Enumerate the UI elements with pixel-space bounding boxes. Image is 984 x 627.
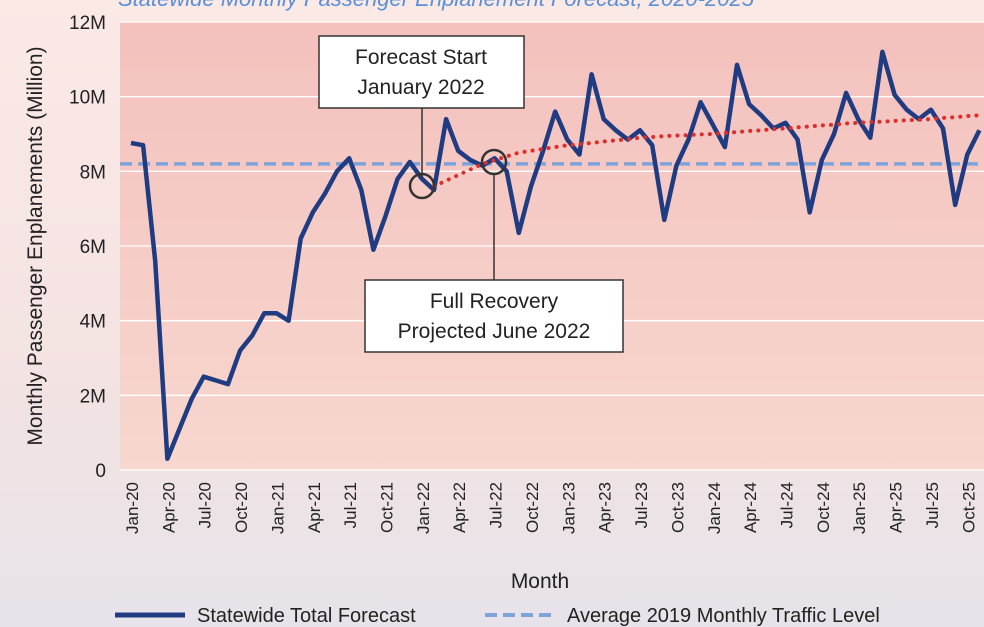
x-tick-label: Jul-22: [487, 482, 506, 528]
x-tick-label: Oct-23: [668, 482, 687, 533]
y-tick-label: 8M: [80, 162, 106, 183]
y-tick-label: 10M: [69, 88, 106, 109]
y-tick-label: 4M: [80, 312, 106, 333]
x-tick-label: Jan-20: [123, 482, 142, 534]
x-tick-label: Apr-23: [596, 482, 615, 533]
x-tick-label: Apr-25: [887, 482, 906, 533]
page: {"chart_data":{"type":"line", "title":"S…: [0, 0, 984, 627]
x-tick-label: Jul-20: [196, 482, 215, 528]
x-tick-label: Oct-22: [523, 482, 542, 533]
x-tick-label: Oct-20: [232, 482, 251, 533]
x-tick-label: Oct-21: [378, 482, 397, 533]
annotation-text: Full Recovery: [430, 290, 559, 313]
x-tick-label: Apr-21: [305, 482, 324, 533]
y-axis-title: Monthly Passenger Enplanements (Million): [24, 46, 47, 445]
y-tick-label: 0: [95, 461, 106, 482]
annotation-text: Projected June 2022: [398, 320, 591, 343]
y-tick-label: 2M: [80, 386, 106, 407]
legend-label: Statewide Total Forecast: [197, 605, 416, 627]
x-tick-label: Oct-24: [814, 482, 833, 533]
x-tick-label: Jan-24: [705, 482, 724, 534]
x-tick-label: Jul-24: [777, 482, 796, 528]
x-axis-title: Month: [511, 570, 569, 593]
x-tick-label: Jul-23: [632, 482, 651, 528]
chart-title: Statewide Monthly Passenger Enplanement …: [118, 0, 755, 11]
annotation-text: Forecast Start: [355, 46, 487, 69]
x-tick-label: Apr-20: [159, 482, 178, 533]
x-tick-label: Oct-25: [959, 482, 978, 533]
x-tick-label: Jan-23: [559, 482, 578, 534]
x-tick-label: Jan-22: [414, 482, 433, 534]
x-tick-label: Jan-21: [268, 482, 287, 534]
annotation-text: January 2022: [357, 76, 484, 99]
y-tick-label: 6M: [80, 237, 106, 258]
x-tick-label: Jul-25: [923, 482, 942, 528]
x-tick-label: Jul-21: [341, 482, 360, 528]
x-tick-label: Apr-22: [450, 482, 469, 533]
x-tick-label: Jan-25: [850, 482, 869, 534]
y-tick-label: 12M: [69, 13, 106, 34]
chart: Statewide Monthly Passenger Enplanement …: [0, 0, 984, 627]
legend-label: Average 2019 Monthly Traffic Level: [567, 605, 880, 627]
x-tick-label: Apr-24: [741, 482, 760, 533]
